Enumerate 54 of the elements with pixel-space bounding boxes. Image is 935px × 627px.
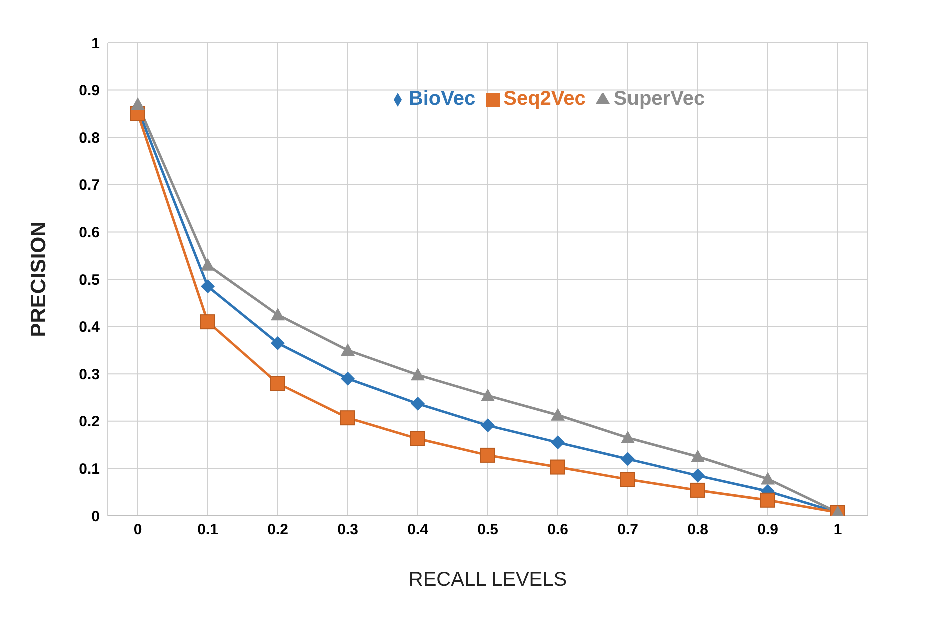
x-tick-label: 0.9	[758, 522, 778, 539]
x-axis-title: RECALL LEVELS	[408, 569, 568, 591]
point	[481, 418, 495, 433]
point	[411, 368, 425, 381]
x-tick-label: 0.7	[618, 522, 638, 539]
x-tick-label: 0.3	[338, 522, 358, 539]
point	[201, 280, 215, 294]
point	[200, 314, 216, 330]
point	[551, 408, 565, 421]
legend-label: SuperVec	[614, 88, 706, 110]
point	[691, 468, 705, 483]
x-tick-label: 0.2	[268, 522, 288, 539]
y-tick-label: 0.8	[79, 130, 100, 147]
point	[621, 430, 635, 444]
point	[410, 431, 426, 446]
point	[411, 396, 425, 411]
y-tick-label: 0.6	[79, 224, 100, 242]
point	[341, 372, 355, 386]
point	[271, 336, 285, 350]
y-tick-label: 1	[92, 35, 100, 52]
point	[201, 258, 215, 271]
point	[760, 492, 776, 508]
y-tick-label: 0.7	[79, 177, 100, 194]
y-tick-label: 0.5	[79, 272, 100, 289]
point	[131, 97, 145, 110]
y-axis-title: PRECISION	[27, 222, 50, 338]
point	[761, 472, 775, 485]
y-tick-label: 0	[92, 508, 100, 526]
legend-label: BioVec	[408, 88, 476, 110]
point	[340, 410, 356, 426]
y-tick-label: 0.4	[79, 319, 101, 336]
point	[341, 343, 355, 356]
point	[270, 376, 286, 392]
x-tick-label: 0.5	[478, 522, 498, 539]
y-tick-label: 0.9	[79, 82, 100, 100]
point	[480, 448, 496, 463]
point	[690, 482, 706, 498]
x-tick-label: 0	[134, 522, 142, 539]
point	[481, 388, 495, 402]
x-tick-label: 0.6	[548, 522, 568, 539]
legend-label: Seq2Vec	[504, 88, 586, 110]
point	[691, 450, 705, 462]
point	[271, 308, 285, 321]
y-tick-label: 0.3	[79, 366, 100, 384]
y-tick-label: 0.2	[79, 414, 100, 431]
point	[621, 452, 635, 466]
point	[620, 472, 636, 488]
x-tick-label: 0.4	[408, 522, 430, 539]
point	[550, 460, 566, 475]
x-tick-label: 1	[834, 522, 842, 539]
x-tick-label: 0.8	[688, 522, 708, 539]
point	[551, 436, 565, 450]
x-tick-label: 0.1	[198, 522, 218, 539]
y-tick-label: 0.1	[79, 461, 100, 478]
